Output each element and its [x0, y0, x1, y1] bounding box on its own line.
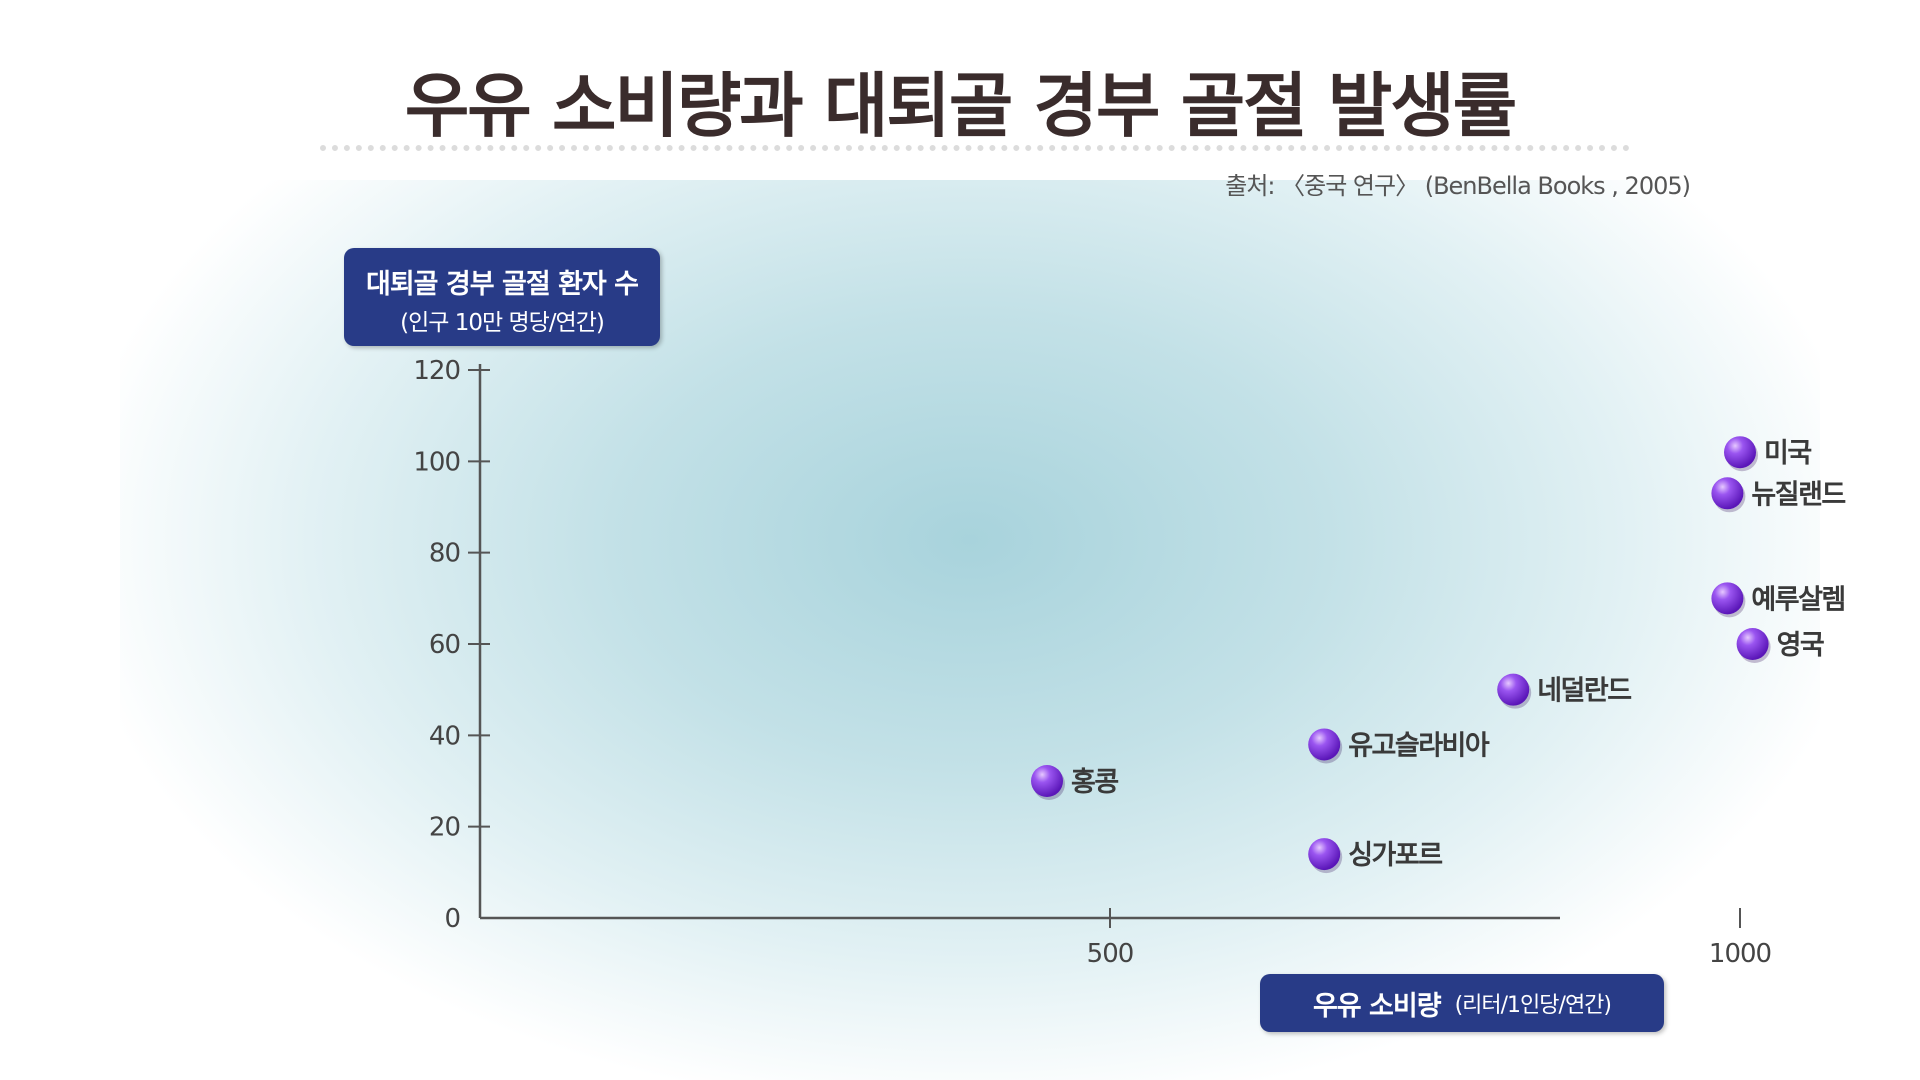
data-point-label: 유고슬라비아 [1348, 730, 1490, 761]
data-point-label: 싱가포르 [1348, 840, 1442, 871]
data-point: 싱가포르 [1308, 838, 1444, 874]
data-point-marker [1031, 765, 1063, 797]
data-point-label: 미국 [1764, 438, 1811, 469]
data-point: 영국 [1736, 628, 1825, 663]
y-axis-unit: (인구 10만 명당/연간) [400, 310, 605, 336]
y-tick-label: 100 [413, 447, 460, 477]
y-axis-label-box: 대퇴골 경부 골절 환자 수 (인구 10만 명당/연간) [344, 248, 660, 346]
data-point-marker [1736, 628, 1769, 660]
x-axis-unit: (리터/1인당/연간) [1454, 993, 1612, 1018]
data-point: 미국 [1724, 436, 1813, 472]
title-divider [320, 145, 1630, 151]
y-tick-label: 0 [444, 904, 460, 934]
y-tick-label: 60 [429, 630, 460, 660]
x-tick-label: 1000 [1709, 939, 1771, 969]
data-point-label: 홍콩 [1071, 767, 1118, 798]
chart-title: 우유 소비량과 대퇴골 경부 골절 발생률 [404, 65, 1517, 147]
y-tick-label: 40 [429, 721, 460, 751]
data-point: 유고슬라비아 [1308, 728, 1491, 764]
source-citation: 출처: 〈중국 연구〉 (BenBella Books , 2005) [1225, 172, 1691, 200]
data-point-marker [1308, 728, 1341, 761]
data-point-marker [1711, 477, 1744, 510]
data-point-marker [1711, 582, 1744, 615]
x-axis-label: 우유 소비량 [1312, 990, 1442, 1022]
data-point-marker [1308, 838, 1341, 871]
data-point-marker [1497, 673, 1530, 706]
data-point: 네덜란드 [1497, 673, 1633, 709]
data-point: 뉴질랜드 [1711, 477, 1847, 513]
y-tick-label: 80 [429, 539, 460, 569]
data-point-marker [1724, 436, 1756, 469]
x-axis-label-box: 우유 소비량 (리터/1인당/연간) [1260, 974, 1664, 1032]
x-tick-label: 500 [1087, 939, 1134, 969]
y-tick-label: 120 [413, 356, 460, 386]
data-point-label: 뉴질랜드 [1751, 479, 1845, 510]
data-point-label: 네덜란드 [1537, 676, 1631, 707]
data-point-label: 예루살렘 [1751, 584, 1844, 615]
y-axis-label: 대퇴골 경부 골절 환자 수 [366, 269, 639, 300]
y-tick-label: 20 [429, 813, 460, 843]
data-point: 예루살렘 [1711, 582, 1846, 618]
data-point: 홍콩 [1031, 765, 1120, 800]
data-point-label: 영국 [1777, 630, 1824, 661]
